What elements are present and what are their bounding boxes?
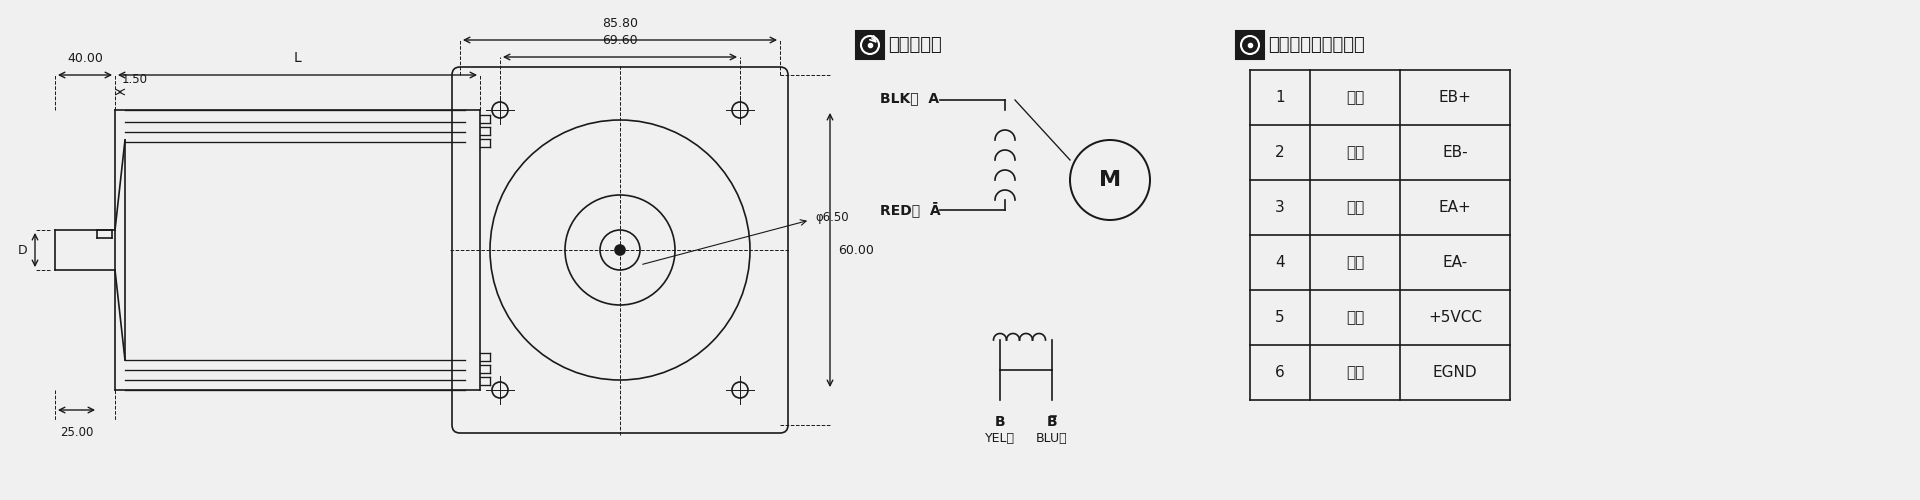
Text: L: L [294, 51, 301, 65]
Text: 3: 3 [1275, 200, 1284, 215]
Text: 蓝色: 蓝色 [1346, 255, 1363, 270]
Text: φ6.50: φ6.50 [814, 210, 849, 224]
Text: 25.00: 25.00 [60, 426, 94, 439]
Text: 40.00: 40.00 [67, 52, 104, 65]
Text: EB+: EB+ [1438, 90, 1471, 105]
Text: YEL黄: YEL黄 [985, 432, 1016, 445]
Text: B̅: B̅ [1046, 415, 1058, 429]
Text: B: B [995, 415, 1006, 429]
Text: 60.00: 60.00 [837, 244, 874, 256]
Text: 1.50: 1.50 [123, 73, 148, 86]
Text: EGND: EGND [1432, 365, 1476, 380]
Text: EB-: EB- [1442, 145, 1467, 160]
Text: 红色: 红色 [1346, 310, 1363, 325]
Text: 编码器出线颜色定义: 编码器出线颜色定义 [1267, 36, 1365, 54]
Text: M: M [1098, 170, 1121, 190]
Circle shape [614, 245, 626, 255]
Text: 1: 1 [1275, 90, 1284, 105]
Text: 4: 4 [1275, 255, 1284, 270]
Text: BLU蓝: BLU蓝 [1037, 432, 1068, 445]
Text: +5VCC: +5VCC [1428, 310, 1482, 325]
Text: 85.80: 85.80 [603, 17, 637, 30]
Text: EA+: EA+ [1438, 200, 1471, 215]
Text: 白色: 白色 [1346, 365, 1363, 380]
Text: 电机线颜色: 电机线颜色 [887, 36, 941, 54]
Text: 黄色: 黄色 [1346, 90, 1363, 105]
FancyBboxPatch shape [1236, 31, 1263, 59]
Text: EA-: EA- [1442, 255, 1467, 270]
Text: RED红  Ā: RED红 Ā [879, 201, 941, 217]
Text: 69.60: 69.60 [603, 34, 637, 47]
Text: BLK黑  A: BLK黑 A [879, 91, 939, 105]
Text: 黑色: 黑色 [1346, 200, 1363, 215]
Text: 6: 6 [1275, 365, 1284, 380]
Text: 2: 2 [1275, 145, 1284, 160]
FancyBboxPatch shape [856, 31, 883, 59]
Text: 5: 5 [1275, 310, 1284, 325]
Text: 绿色: 绿色 [1346, 145, 1363, 160]
Text: D: D [17, 244, 27, 256]
